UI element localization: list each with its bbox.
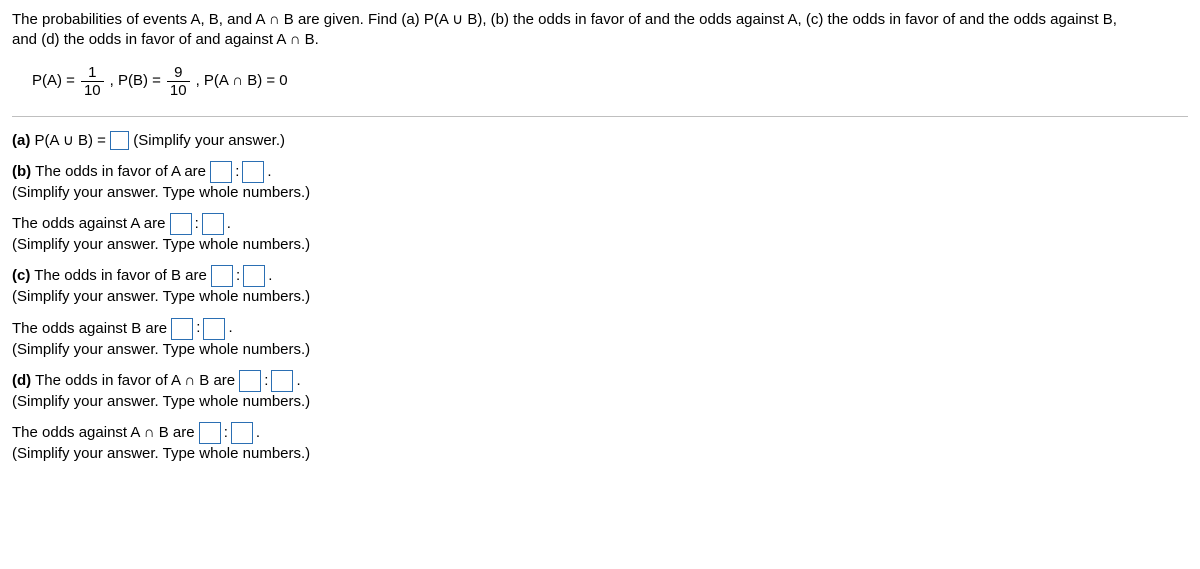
answer-d-favor-1[interactable]: [239, 370, 261, 392]
divider: [12, 116, 1188, 117]
colon: :: [235, 162, 239, 182]
part-d-favor: (d) The odds in favor of A ∩ B are : . (…: [12, 370, 1188, 412]
part-c-against-hint: (Simplify your answer. Type whole number…: [12, 341, 310, 358]
label-pAnB: , P(A ∩ B) = 0: [196, 71, 288, 91]
part-c-favor: (c) The odds in favor of B are : . (Simp…: [12, 265, 1188, 307]
header-line1: The probabilities of events A, B, and A …: [12, 11, 1117, 28]
colon: :: [224, 423, 228, 443]
answer-d-favor-2[interactable]: [271, 370, 293, 392]
frac-pA: 1 10: [81, 65, 104, 98]
answer-c-favor-1[interactable]: [211, 265, 233, 287]
part-d-favor-hint: (Simplify your answer. Type whole number…: [12, 393, 310, 410]
period: .: [227, 214, 231, 234]
part-a: (a) P(A ∪ B) = (Simplify your answer.): [12, 131, 1188, 151]
answer-a[interactable]: [110, 131, 129, 150]
part-b-favor: (b) The odds in favor of A are : . (Simp…: [12, 161, 1188, 203]
part-b-favor-hint: (Simplify your answer. Type whole number…: [12, 184, 310, 201]
colon: :: [195, 214, 199, 234]
part-b-against-text: The odds against A are: [12, 215, 165, 232]
answer-d-against-1[interactable]: [199, 422, 221, 444]
label-pB: , P(B) =: [110, 71, 161, 91]
part-d-against: The odds against A ∩ B are : . (Simplify…: [12, 422, 1188, 464]
part-b-favor-text: The odds in favor of A are: [35, 163, 206, 180]
part-b-label: (b): [12, 163, 31, 180]
answer-b-favor-2[interactable]: [242, 161, 264, 183]
part-d-label: (d): [12, 372, 31, 389]
period: .: [228, 318, 232, 338]
part-d-against-text: The odds against A ∩ B are: [12, 424, 195, 441]
part-a-label: (a): [12, 132, 30, 149]
given-probabilities: P(A) = 1 10 , P(B) = 9 10 , P(A ∩ B) = 0: [12, 65, 1188, 98]
answer-d-against-2[interactable]: [231, 422, 253, 444]
part-a-hint: (Simplify your answer.): [133, 132, 285, 149]
label-pA: P(A) =: [32, 71, 75, 91]
answer-b-favor-1[interactable]: [210, 161, 232, 183]
part-c-label: (c): [12, 267, 30, 284]
frac-pB: 9 10: [167, 65, 190, 98]
part-a-text: P(A ∪ B) =: [35, 132, 106, 149]
header-line2: and (d) the odds in favor of and against…: [12, 31, 319, 48]
answer-c-favor-2[interactable]: [243, 265, 265, 287]
period: .: [268, 266, 272, 286]
period: .: [296, 371, 300, 391]
part-c-favor-hint: (Simplify your answer. Type whole number…: [12, 288, 310, 305]
part-c-against: The odds against B are : . (Simplify you…: [12, 318, 1188, 360]
part-d-against-hint: (Simplify your answer. Type whole number…: [12, 445, 310, 462]
answer-b-against-1[interactable]: [170, 213, 192, 235]
colon: :: [196, 318, 200, 338]
part-b-against: The odds against A are : . (Simplify you…: [12, 213, 1188, 255]
colon: :: [264, 371, 268, 391]
part-c-against-text: The odds against B are: [12, 319, 167, 336]
answer-c-against-2[interactable]: [203, 318, 225, 340]
part-d-favor-text: The odds in favor of A ∩ B are: [35, 372, 235, 389]
part-c-favor-text: The odds in favor of B are: [34, 267, 207, 284]
period: .: [267, 162, 271, 182]
problem-statement: The probabilities of events A, B, and A …: [12, 10, 1188, 51]
part-b-against-hint: (Simplify your answer. Type whole number…: [12, 236, 310, 253]
answer-c-against-1[interactable]: [171, 318, 193, 340]
colon: :: [236, 266, 240, 286]
period: .: [256, 423, 260, 443]
answer-b-against-2[interactable]: [202, 213, 224, 235]
